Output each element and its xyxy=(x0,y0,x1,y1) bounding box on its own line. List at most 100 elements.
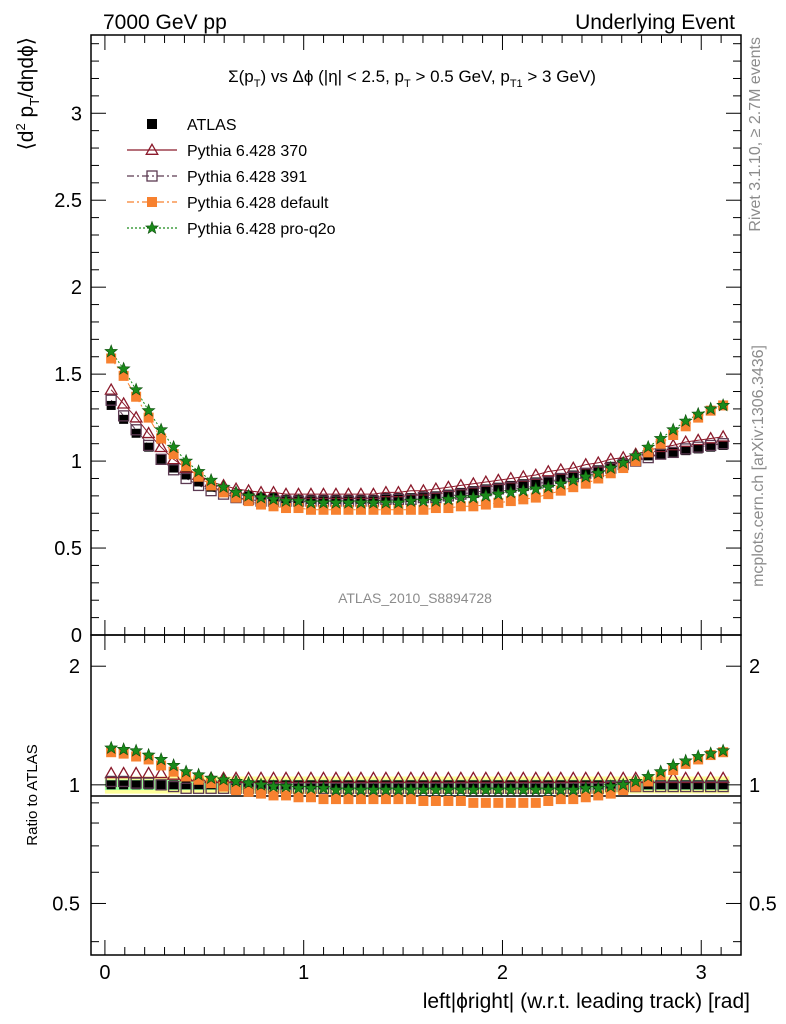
ratio-point-pythia-6-428-pro-q2o xyxy=(503,782,518,796)
data-point-pythia-6-428-pro-q2o xyxy=(566,472,581,487)
x-axis-label: left|ϕright| (w.r.t. leading track) [rad… xyxy=(423,990,750,1013)
data-point-pythia-6-428-391 xyxy=(180,472,192,485)
data-point-pythia-6-428-pro-q2o xyxy=(229,485,244,499)
data-point-pythia-6-428-default xyxy=(518,494,529,505)
ratio-point-pythia-6-428-default xyxy=(393,794,404,805)
data-point-pythia-6-428-pro-q2o xyxy=(491,486,506,501)
ratio-point-pythia-6-428-pro-q2o xyxy=(478,782,493,796)
data-point-pythia-6-428-default xyxy=(293,503,304,514)
ratio-point-pythia-6-428-pro-q2o xyxy=(691,749,706,763)
data-point-pythia-6-428-370 xyxy=(141,426,156,439)
ratio-point-pythia-6-428-370 xyxy=(129,766,143,779)
data-point-pythia-6-428-391 xyxy=(155,453,167,465)
main-y-tick-labels: 0 0.5 1 1.5 2 2.5 3 xyxy=(54,103,82,647)
ratio-point-pythia-6-428-370 xyxy=(404,771,418,784)
ratio-point-pythia-6-428-370 xyxy=(553,771,568,784)
data-point-pythia-6-428-pro-q2o xyxy=(691,406,706,421)
x-tick-label: 0 xyxy=(99,962,110,984)
data-point-pythia-6-428-391 xyxy=(130,424,142,436)
data-point-pythia-6-428-pro-q2o xyxy=(666,422,681,436)
ratio-point-pythia-6-428-pro-q2o xyxy=(378,782,393,796)
main-y-tick-label: 2 xyxy=(71,277,82,299)
ratio-point-pythia-6-428-391 xyxy=(717,780,729,793)
ratio-point-pythia-6-428-default xyxy=(318,794,329,805)
ratio-point-pythia-6-428-370 xyxy=(441,771,456,784)
data-point-pythia-6-428-391 xyxy=(692,441,704,453)
legend-marker-pythia-6-428-370 xyxy=(145,142,159,155)
ratio-point-pythia-6-428-pro-q2o xyxy=(528,782,543,796)
ratio-point-pythia-6-428-370 xyxy=(691,771,706,784)
ratio-point-pythia-6-428-391 xyxy=(130,777,142,789)
ratio-point-pythia-6-428-370 xyxy=(541,771,556,784)
ratio-point-pythia-6-428-pro-q2o xyxy=(566,782,581,796)
data-point-pythia-6-428-default xyxy=(355,504,366,515)
ratio-point-pythia-6-428-default xyxy=(455,795,466,806)
ratio-point-pythia-6-428-default xyxy=(193,774,204,785)
data-point-pythia-6-428-default xyxy=(243,496,254,507)
data-point-pythia-6-428-pro-q2o xyxy=(466,490,481,504)
data-point-pythia-6-428-391 xyxy=(680,443,692,455)
mcplots-source-label: mcplots.cern.ch [arXiv:1306.3436] xyxy=(750,345,767,587)
x-tick-label: 1 xyxy=(298,962,309,984)
main-y-tick-label: 1 xyxy=(71,451,82,473)
ratio-point-pythia-6-428-pro-q2o xyxy=(129,743,144,757)
data-point-atlas xyxy=(131,428,141,438)
data-point-pythia-6-428-pro-q2o xyxy=(316,495,331,509)
data-point-pythia-6-428-370 xyxy=(116,396,131,409)
ratio-point-pythia-6-428-370 xyxy=(503,771,518,784)
main-y-tick-label: 2.5 xyxy=(54,190,82,212)
data-point-pythia-6-428-pro-q2o xyxy=(578,469,593,483)
ratio-point-pythia-6-428-default xyxy=(380,794,391,805)
ratio-point-pythia-6-428-default xyxy=(118,748,129,759)
data-point-pythia-6-428-pro-q2o xyxy=(403,493,418,507)
ratio-point-pythia-6-428-pro-q2o xyxy=(603,779,618,793)
data-point-pythia-6-428-pro-q2o xyxy=(616,455,631,469)
data-point-atlas xyxy=(156,454,166,464)
legend-marker-pythia-6-428-pro-q2o xyxy=(144,220,160,234)
ratio-point-pythia-6-428-pro-q2o xyxy=(191,767,206,781)
ratio-y-tick-label-right: 2 xyxy=(749,656,760,678)
ratio-point-pythia-6-428-pro-q2o xyxy=(141,747,156,761)
data-point-pythia-6-428-pro-q2o xyxy=(603,460,618,474)
legend: ATLAS Pythia 6.428 370 Pythia 6.428 391 Pyt… xyxy=(127,117,336,238)
ratio-point-pythia-6-428-default xyxy=(231,785,242,796)
data-point-atlas xyxy=(656,449,666,459)
data-point-pythia-6-428-pro-q2o xyxy=(553,476,568,490)
ratio-y-axis-label: Ratio to ATLAS xyxy=(24,744,41,845)
data-point-pythia-6-428-pro-q2o xyxy=(628,448,643,462)
data-point-atlas xyxy=(181,470,191,480)
data-point-pythia-6-428-pro-q2o xyxy=(291,493,306,507)
data-point-pythia-6-428-pro-q2o xyxy=(266,491,281,506)
ratio-point-pythia-6-428-default xyxy=(143,754,154,765)
data-point-pythia-6-428-default xyxy=(630,456,641,467)
ratio-point-pythia-6-428-pro-q2o xyxy=(553,782,568,796)
ratio-point-pythia-6-428-default xyxy=(293,792,304,803)
main-series-markers xyxy=(104,344,731,515)
legend-marker-pythia-6-428-default xyxy=(147,197,157,207)
ratio-point-atlas xyxy=(681,780,691,790)
data-point-pythia-6-428-pro-q2o xyxy=(241,488,256,502)
data-point-pythia-6-428-pro-q2o xyxy=(391,495,406,509)
data-point-pythia-6-428-default xyxy=(343,504,354,515)
ratio-point-pythia-6-428-default xyxy=(580,792,591,803)
data-point-pythia-6-428-pro-q2o xyxy=(254,490,269,504)
data-point-pythia-6-428-391 xyxy=(717,438,729,450)
data-point-atlas xyxy=(119,414,129,424)
legend-label-atlas: ATLAS xyxy=(187,117,237,134)
x-tick-label: 2 xyxy=(497,962,508,984)
ratio-point-pythia-6-428-pro-q2o xyxy=(204,770,219,785)
ratio-point-pythia-6-428-pro-q2o xyxy=(453,782,468,796)
ratio-plot-frame xyxy=(90,634,742,956)
x-tick-label: 3 xyxy=(696,962,707,984)
data-point-pythia-6-428-pro-q2o xyxy=(328,495,344,509)
ratio-point-pythia-6-428-pro-q2o xyxy=(328,782,344,796)
data-point-pythia-6-428-391 xyxy=(655,448,667,460)
ratio-point-atlas xyxy=(718,780,728,790)
data-point-pythia-6-428-pro-q2o xyxy=(478,488,493,502)
legend-label-pythia-6-428-370: Pythia 6.428 370 xyxy=(187,143,307,160)
data-point-pythia-6-428-pro-q2o xyxy=(516,483,531,497)
data-point-pythia-6-428-default xyxy=(543,489,554,500)
data-point-pythia-6-428-default xyxy=(256,499,267,510)
data-point-pythia-6-428-370 xyxy=(666,438,681,451)
